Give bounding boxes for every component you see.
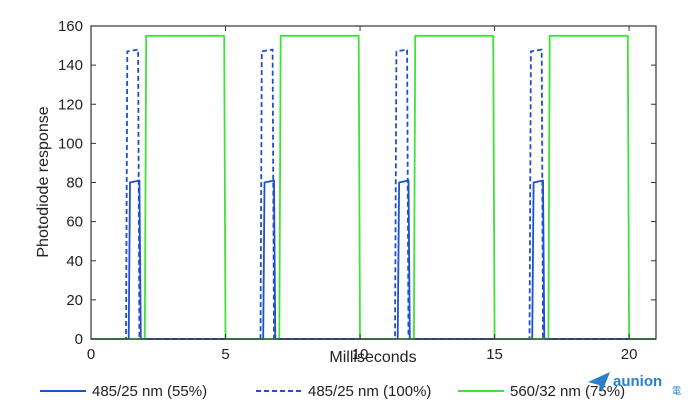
y-tick-label: 80	[66, 175, 83, 192]
y-tick-label: 40	[66, 253, 83, 270]
x-tick-label: 5	[221, 346, 229, 363]
x-axis-label: Milliseconds	[329, 349, 416, 366]
series-line-2	[91, 48, 656, 340]
y-axis: 0 20 40 60 80 100 120 140 160	[58, 18, 656, 348]
y-tick-label: 140	[58, 57, 83, 74]
y-tick-label: 0	[75, 331, 83, 348]
y-tick-label: 120	[58, 96, 83, 113]
x-tick-label: 10	[352, 346, 369, 363]
series-line-1	[91, 179, 656, 340]
legend-label: 560/32 nm (75%)	[510, 383, 625, 400]
x-axis: 0 5 10 15 20	[87, 26, 638, 363]
y-tick-label: 160	[58, 18, 83, 35]
y-axis-label: Photodiode response	[35, 106, 52, 257]
paper-plane-icon	[588, 372, 610, 392]
y-tick-label: 60	[66, 214, 83, 231]
legend-label: 485/25 nm (55%)	[92, 383, 207, 400]
plot-lines	[91, 34, 656, 340]
series-line-3	[91, 34, 656, 340]
legend-label: 485/25 nm (100%)	[308, 383, 431, 400]
y-tick-label: 20	[66, 292, 83, 309]
x-tick-label: 0	[87, 346, 95, 363]
x-tick-label: 15	[486, 346, 503, 363]
watermark-subtext: 電	[672, 386, 681, 396]
y-tick-label: 100	[58, 135, 83, 152]
legend: 485/25 nm (55%) 485/25 nm (100%) 560/32 nm…	[40, 383, 625, 400]
watermark: aunion 電	[588, 372, 681, 396]
x-tick-label: 20	[621, 346, 638, 363]
plot-frame	[90, 25, 657, 340]
watermark-text: aunion	[613, 373, 662, 390]
